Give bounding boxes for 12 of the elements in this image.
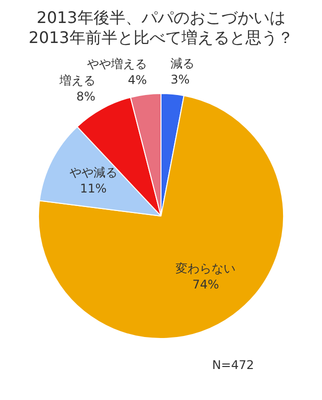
slice-label: やや増える <box>86 56 147 71</box>
data-label: 3% <box>170 72 190 86</box>
data-label: 8% <box>76 90 96 104</box>
data-label: 4% <box>128 72 147 87</box>
data-label: 11% <box>80 182 107 196</box>
data-label: 74% <box>192 278 219 292</box>
slice-label: 増える <box>58 74 96 88</box>
slice-label: 変わらない <box>176 262 236 276</box>
text: N=472 <box>211 358 255 372</box>
slice-label: やや減る <box>69 166 118 180</box>
chart-title: 2013年後半、パパのおこづかいは2013年前半と比べて増えると思う？ <box>28 8 294 48</box>
slice-label: 減る <box>170 56 195 70</box>
